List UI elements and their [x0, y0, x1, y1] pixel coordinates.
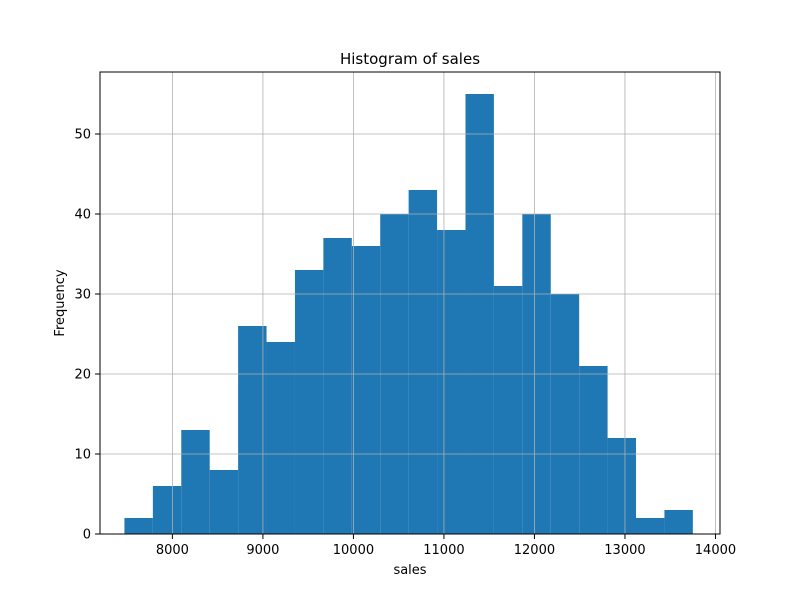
histogram-bar [636, 518, 665, 534]
histogram-bar [124, 518, 153, 534]
histogram-bar [181, 430, 210, 534]
histogram-bar [465, 94, 494, 534]
histogram-bar [550, 294, 580, 534]
y-tick-label: 30 [74, 288, 91, 303]
plot-frame [99, 71, 721, 535]
histogram-bar [209, 470, 239, 534]
x-axis: 8000 9000 10000 11000 12000 13000 14000 [156, 534, 736, 558]
y-tick-label: 40 [74, 208, 91, 223]
x-tick-label: 12000 [514, 543, 555, 558]
x-tick-label: 11000 [423, 543, 464, 558]
histogram-bar [266, 342, 295, 534]
y-tick-label: 0 [83, 528, 91, 543]
histogram-bar [607, 438, 637, 534]
chart-title: Histogram of sales [340, 50, 480, 68]
histogram-bar [493, 286, 523, 534]
histogram-bar [294, 270, 324, 534]
x-tick-label: 9000 [246, 543, 279, 558]
axes-spines [99, 71, 721, 535]
y-axis-title: Frequency [53, 269, 68, 336]
y-tick-label: 50 [74, 128, 91, 143]
y-axis: 0 10 20 30 40 50 [74, 128, 100, 543]
x-axis-title: sales [393, 563, 426, 578]
x-tick-label: 8000 [156, 543, 189, 558]
histogram-bar [238, 326, 267, 534]
histogram-bar [664, 510, 693, 534]
x-tick-label: 10000 [333, 543, 374, 558]
histogram-bar [579, 366, 608, 534]
histogram-bar [323, 238, 352, 534]
y-tick-label: 20 [74, 368, 91, 383]
histogram-bar [408, 190, 438, 534]
bars [124, 94, 693, 534]
x-tick-label: 14000 [695, 543, 736, 558]
y-tick-label: 10 [74, 448, 91, 463]
x-tick-label: 13000 [604, 543, 645, 558]
histogram-bar [437, 230, 466, 534]
histogram-bar [351, 246, 381, 534]
histogram-bar [152, 486, 182, 534]
